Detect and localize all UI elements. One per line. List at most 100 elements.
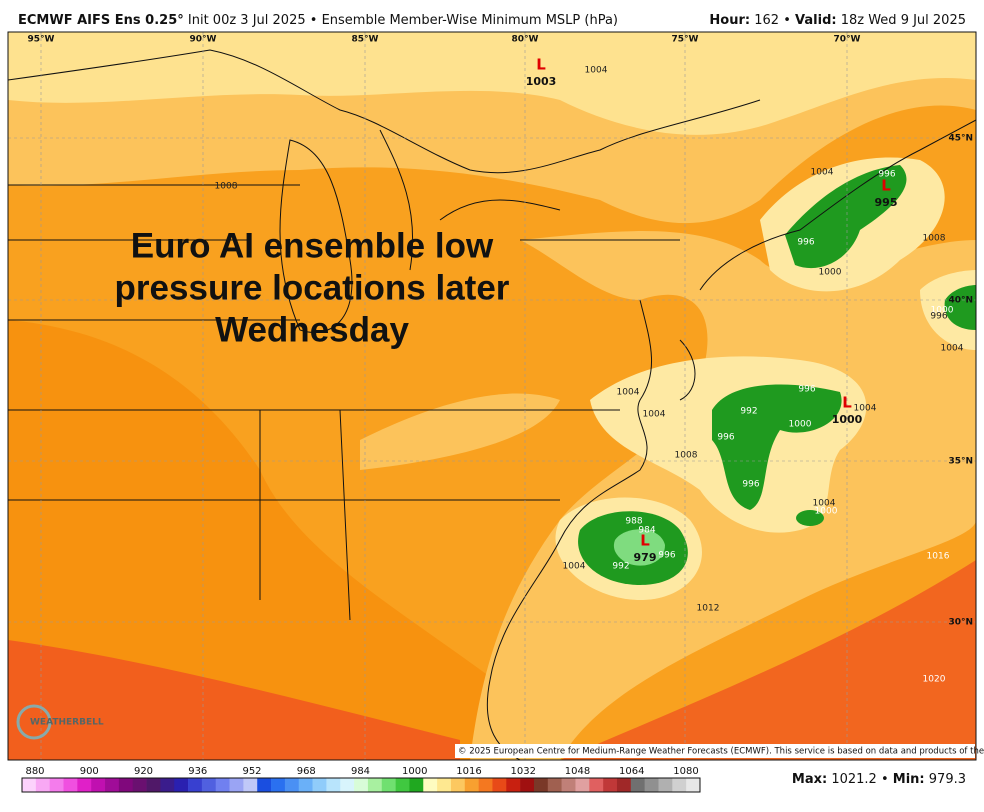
map-frame bbox=[7, 31, 977, 761]
colorbar-swatch bbox=[22, 778, 37, 792]
colorbar-swatch bbox=[340, 778, 355, 792]
contour-label: 1000 bbox=[789, 420, 812, 430]
colorbar-swatch bbox=[49, 778, 64, 792]
contour-label: 996 bbox=[798, 385, 815, 395]
colorbar-tick-label: 1016 bbox=[456, 766, 481, 777]
longitude-label: 75°W bbox=[672, 35, 699, 45]
contour-label: 1008 bbox=[923, 234, 946, 244]
colorbar-swatch bbox=[450, 778, 466, 792]
colorbar-swatch bbox=[63, 778, 78, 792]
low-value: 995 bbox=[875, 196, 898, 209]
contour-label: 1012 bbox=[697, 604, 720, 614]
shade-region bbox=[8, 320, 520, 760]
colorbar-swatch bbox=[547, 778, 562, 792]
colorbar-swatch bbox=[395, 778, 410, 792]
colorbar-tick-label: 920 bbox=[134, 766, 153, 777]
colorbar-swatch bbox=[603, 778, 618, 792]
colorbar-swatch bbox=[478, 778, 493, 792]
contour-label: 1000 bbox=[815, 507, 838, 517]
header-left: ECMWF AIFS Ens 0.25° Init 00z 3 Jul 2025… bbox=[18, 13, 618, 28]
shade-region bbox=[8, 640, 460, 760]
contour-label: 1004 bbox=[585, 66, 608, 76]
colorbar-swatch bbox=[174, 778, 189, 792]
low-value: 1000 bbox=[832, 413, 863, 426]
colorbar-swatch bbox=[658, 778, 673, 792]
colorbar-swatch bbox=[381, 778, 396, 792]
colorbar-swatch bbox=[257, 778, 272, 792]
longitude-label: 90°W bbox=[190, 35, 217, 45]
latitude-label: 35°N bbox=[948, 457, 973, 467]
contour-label: 1008 bbox=[675, 451, 698, 461]
copyright: © 2025 European Centre for Medium-Range … bbox=[458, 747, 984, 757]
header-right: Hour: 162 • Valid: 18z Wed 9 Jul 2025 bbox=[709, 13, 966, 28]
longitude-label: 80°W bbox=[512, 35, 539, 45]
contour-label: 1000 bbox=[819, 268, 842, 278]
colorbar-swatch bbox=[575, 778, 590, 792]
contour-label: 988 bbox=[625, 517, 642, 527]
contour-label: 1004 bbox=[854, 404, 877, 414]
low-symbol: L bbox=[881, 177, 891, 195]
contour-label: 996 bbox=[878, 170, 895, 180]
contour-label: 996 bbox=[797, 238, 814, 248]
contour-label: 1004 bbox=[643, 410, 666, 420]
contour-label: 1000 bbox=[931, 306, 954, 316]
colorbar-swatch bbox=[520, 778, 535, 792]
low-region bbox=[712, 384, 842, 510]
colorbar-swatch bbox=[409, 778, 424, 792]
contour-label: 996 bbox=[717, 433, 734, 443]
contour-label: 1004 bbox=[813, 499, 836, 509]
low-symbol: L bbox=[842, 394, 852, 412]
low-value: 1003 bbox=[526, 75, 557, 88]
logo-text: WEATHERBELL bbox=[30, 718, 104, 728]
annotation: pressure locations later bbox=[115, 268, 510, 307]
colorbar-swatch bbox=[215, 778, 230, 792]
colorbar-swatch bbox=[589, 778, 604, 792]
colorbar-swatch bbox=[464, 778, 479, 792]
colorbar-swatch bbox=[35, 778, 50, 792]
colorbar-swatch bbox=[298, 778, 313, 792]
colorbar-tick-label: 1064 bbox=[619, 766, 644, 777]
low-value: 979 bbox=[634, 551, 657, 564]
contour-label: 1004 bbox=[941, 344, 964, 354]
graticule bbox=[8, 32, 976, 760]
colorbar-swatch bbox=[160, 778, 175, 792]
latitude-label: 40°N bbox=[948, 296, 973, 306]
contour-label: 992 bbox=[612, 562, 629, 572]
colorbar-tick-label: 952 bbox=[242, 766, 261, 777]
contour-label: 996 bbox=[742, 480, 759, 490]
contour-label: 1004 bbox=[811, 168, 834, 178]
copyright-box bbox=[455, 744, 975, 758]
map: 95°W 90°W 85°W 80°W 75°W 70°W 45°N 40°N 35°N 30°N… bbox=[7, 31, 984, 761]
contour-label: 996 bbox=[930, 312, 947, 322]
low-symbol: L bbox=[536, 56, 546, 74]
colorbar-frame bbox=[21, 777, 701, 793]
colorbar-tick-label: 1032 bbox=[511, 766, 536, 777]
logo-mark bbox=[16, 704, 52, 740]
contour-label: 1004 bbox=[617, 388, 640, 398]
colorbar-swatch bbox=[229, 778, 244, 792]
shade-region bbox=[360, 393, 560, 470]
contour-label: 1004 bbox=[563, 562, 586, 572]
colorbar-swatch bbox=[326, 778, 341, 792]
low-region bbox=[796, 510, 824, 526]
colorbar-swatch bbox=[644, 778, 659, 792]
colorbar-swatch bbox=[686, 778, 701, 792]
colorbar-swatch bbox=[146, 778, 161, 792]
annotation: Euro AI ensemble low bbox=[131, 226, 494, 265]
low-region bbox=[785, 165, 907, 269]
shade-region bbox=[8, 32, 976, 135]
colorbar-swatch bbox=[672, 778, 687, 792]
contour-label: 1008 bbox=[215, 182, 238, 192]
colorbar-swatch bbox=[423, 778, 438, 792]
colorbar-tick-label: 984 bbox=[351, 766, 370, 777]
colorbar-swatch bbox=[271, 778, 286, 792]
colorbar-swatch bbox=[105, 778, 120, 792]
contour-label: 1020 bbox=[923, 675, 946, 685]
shade-region bbox=[560, 560, 976, 760]
colorbar-tick-label: 880 bbox=[25, 766, 44, 777]
colorbar-tick-label: 1048 bbox=[565, 766, 590, 777]
colorbar-tick-label: 936 bbox=[188, 766, 207, 777]
logo: WEATHERBELL bbox=[16, 704, 104, 740]
stats: Max: 1021.2 • Min: 979.3 bbox=[792, 772, 966, 787]
